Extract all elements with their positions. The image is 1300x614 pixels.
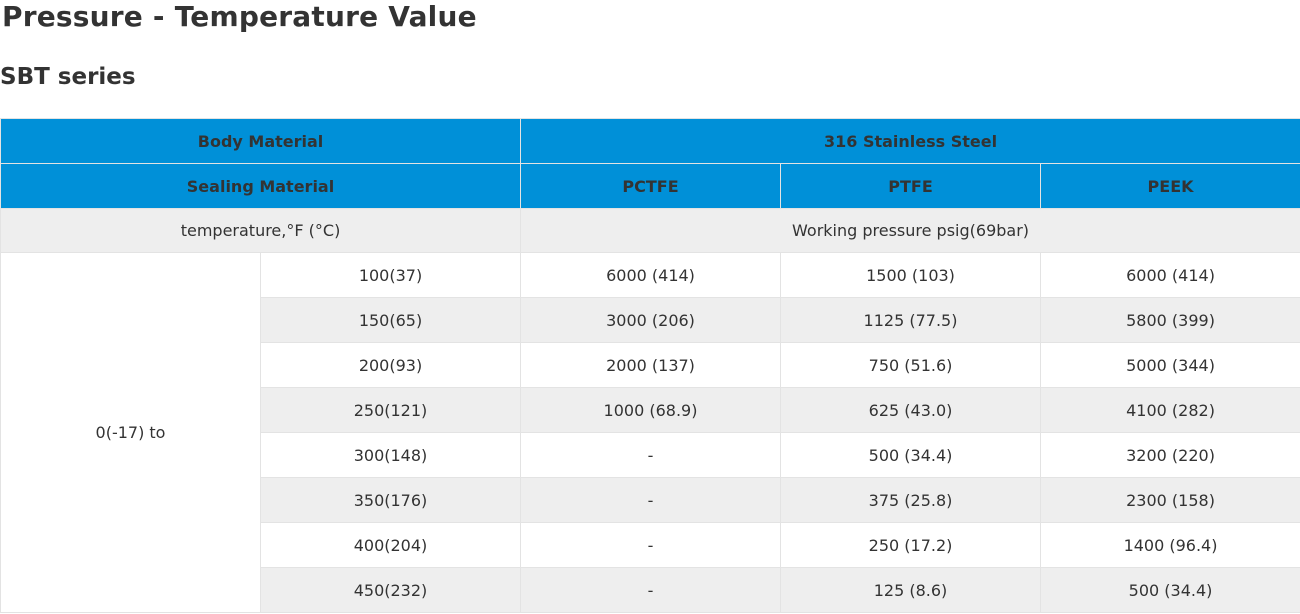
peek-pressure-cell: 3200 (220) <box>1040 432 1300 478</box>
pressure-temperature-table: Body Material 316 Stainless Steel Sealin… <box>0 118 1300 613</box>
sealing-material-peek: PEEK <box>1040 163 1300 209</box>
body-material-value: 316 Stainless Steel <box>520 118 1300 164</box>
temperature-cell: 350(176) <box>259 477 522 523</box>
pctfe-pressure-cell: - <box>520 567 782 613</box>
peek-pressure-cell: 6000 (414) <box>1040 252 1300 298</box>
subheader-row: temperature,°F (°C) Working pressure psi… <box>0 208 1300 253</box>
ptfe-pressure-cell: 375 (25.8) <box>780 477 1042 523</box>
ptfe-pressure-cell: 1500 (103) <box>780 252 1042 298</box>
pctfe-pressure-cell: 1000 (68.9) <box>520 387 782 433</box>
table-row: 200(93) 2000 (137) 750 (51.6) 5000 (344) <box>1 342 1300 388</box>
pctfe-pressure-cell: - <box>520 477 782 523</box>
temperature-cell: 200(93) <box>259 342 522 388</box>
pctfe-pressure-cell: 3000 (206) <box>520 297 782 343</box>
peek-pressure-cell: 4100 (282) <box>1040 387 1300 433</box>
pctfe-pressure-cell: 6000 (414) <box>520 252 782 298</box>
sealing-material-label: Sealing Material <box>0 163 522 209</box>
table-row: 150(65) 3000 (206) 1125 (77.5) 5800 (399… <box>1 297 1300 343</box>
header-row-body-material: Body Material 316 Stainless Steel <box>0 118 1300 164</box>
series-title: SBT series <box>0 64 136 90</box>
ptfe-pressure-cell: 250 (17.2) <box>780 522 1042 568</box>
temperature-cell: 100(37) <box>259 252 522 298</box>
peek-pressure-cell: 5800 (399) <box>1040 297 1300 343</box>
peek-pressure-cell: 500 (34.4) <box>1040 567 1300 613</box>
table-row: 450(232) - 125 (8.6) 500 (34.4) <box>1 567 1300 613</box>
temperature-cell: 400(204) <box>259 522 522 568</box>
header-row-sealing-material: Sealing Material PCTFE PTFE PEEK <box>0 163 1300 209</box>
ptfe-pressure-cell: 125 (8.6) <box>780 567 1042 613</box>
page-title: Pressure - Temperature Value <box>2 0 477 33</box>
peek-pressure-cell: 2300 (158) <box>1040 477 1300 523</box>
temperature-cell: 250(121) <box>259 387 522 433</box>
ptfe-pressure-cell: 625 (43.0) <box>780 387 1042 433</box>
table-row: 350(176) - 375 (25.8) 2300 (158) <box>1 477 1300 523</box>
pctfe-pressure-cell: - <box>520 432 782 478</box>
sealing-material-ptfe: PTFE <box>780 163 1042 209</box>
working-pressure-label: Working pressure psig(69bar) <box>520 208 1300 253</box>
pctfe-pressure-cell: - <box>520 522 782 568</box>
sealing-material-pctfe: PCTFE <box>520 163 782 209</box>
ptfe-pressure-cell: 750 (51.6) <box>780 342 1042 388</box>
temperature-range-start: 0(-17) to <box>0 252 261 613</box>
temperature-cell: 150(65) <box>259 297 522 343</box>
peek-pressure-cell: 1400 (96.4) <box>1040 522 1300 568</box>
ptfe-pressure-cell: 1125 (77.5) <box>780 297 1042 343</box>
ptfe-pressure-cell: 500 (34.4) <box>780 432 1042 478</box>
body-material-label: Body Material <box>0 118 522 164</box>
temperature-cell: 300(148) <box>259 432 522 478</box>
temperature-label: temperature,°F (°C) <box>0 208 522 253</box>
pctfe-pressure-cell: 2000 (137) <box>520 342 782 388</box>
table-row: 0(-17) to 100(37) 6000 (414) 1500 (103) … <box>0 252 1300 613</box>
table-row: 250(121) 1000 (68.9) 625 (43.0) 4100 (28… <box>1 387 1300 433</box>
temperature-cell: 450(232) <box>259 567 522 613</box>
peek-pressure-cell: 5000 (344) <box>1040 342 1300 388</box>
table-row: 300(148) - 500 (34.4) 3200 (220) <box>1 432 1300 478</box>
